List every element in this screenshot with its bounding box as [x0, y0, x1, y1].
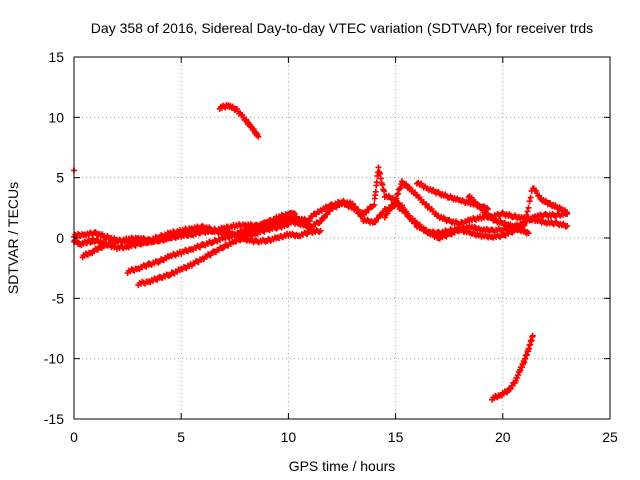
y-tick-label: -15 — [44, 411, 64, 427]
y-tick-label: 0 — [56, 230, 64, 246]
x-tick-labels: 0 5 10 15 20 25 — [70, 429, 618, 445]
y-tick-label: 15 — [48, 49, 64, 65]
y-axis-label: SDTVAR / TECUs — [5, 182, 21, 294]
sdtvar-markers — [71, 102, 571, 403]
y-tick-label: -5 — [52, 290, 65, 306]
x-tick-label: 25 — [602, 429, 618, 445]
chart-title: Day 358 of 2016, Sidereal Day-to-day VTE… — [91, 20, 593, 36]
x-tick-label: 20 — [495, 429, 511, 445]
y-tick-label: 10 — [48, 109, 64, 125]
y-tick-label: 5 — [56, 170, 64, 186]
x-tick-label: 10 — [281, 429, 297, 445]
y-tick-label: -10 — [44, 351, 64, 367]
x-tick-label: 0 — [70, 429, 78, 445]
x-tick-label: 15 — [388, 429, 404, 445]
data-points — [71, 102, 571, 403]
axis-ticks — [73, 56, 611, 420]
y-tick-labels: -15 -10 -5 0 5 10 15 — [44, 49, 64, 427]
x-tick-label: 5 — [177, 429, 185, 445]
x-axis-label: GPS time / hours — [289, 458, 396, 474]
